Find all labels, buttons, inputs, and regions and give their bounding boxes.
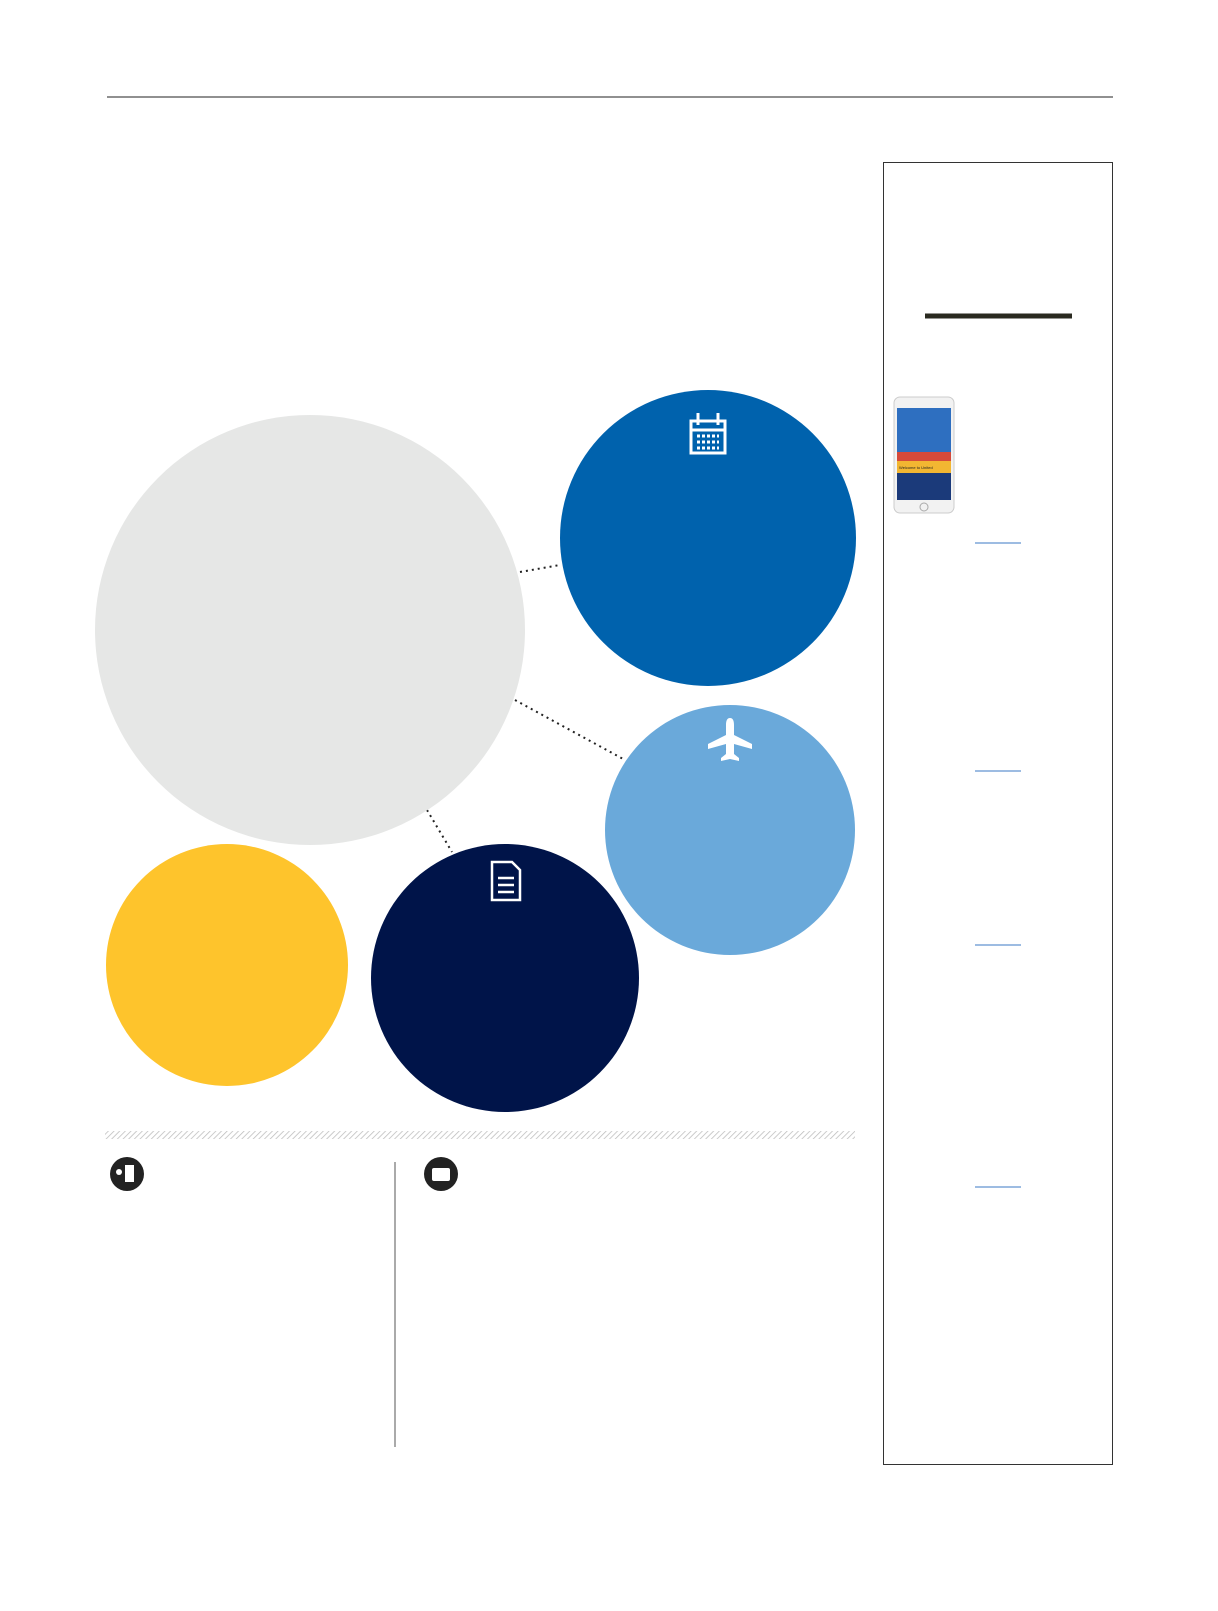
phone-home-button (919, 502, 929, 512)
phone-banner-bg (897, 461, 951, 473)
connectors (426, 564, 626, 853)
main-circle (95, 415, 525, 845)
phone: Welcome to United (893, 396, 955, 514)
connector (519, 564, 561, 573)
light-blue-circle (605, 705, 855, 955)
phone-banner: Welcome to United (899, 465, 933, 470)
sidebar-markers (975, 542, 1021, 1188)
yellow-circle (106, 844, 348, 1086)
phone-tiles (897, 473, 951, 500)
hotel-icon-building (125, 1165, 134, 1182)
sidebar-box (883, 162, 1113, 1465)
calendar-icon (689, 413, 727, 455)
document-icon (490, 860, 522, 902)
hotel-icon-tree (116, 1169, 122, 1175)
phone-alert (897, 452, 951, 461)
luggage-icon-bag (432, 1168, 450, 1181)
blue-circle (560, 390, 856, 686)
navy-circle (371, 844, 639, 1112)
hatched-divider (105, 1131, 855, 1139)
phone-screen-top (897, 408, 951, 452)
plane-icon (708, 718, 752, 761)
connector (514, 699, 626, 761)
connector (426, 809, 453, 853)
